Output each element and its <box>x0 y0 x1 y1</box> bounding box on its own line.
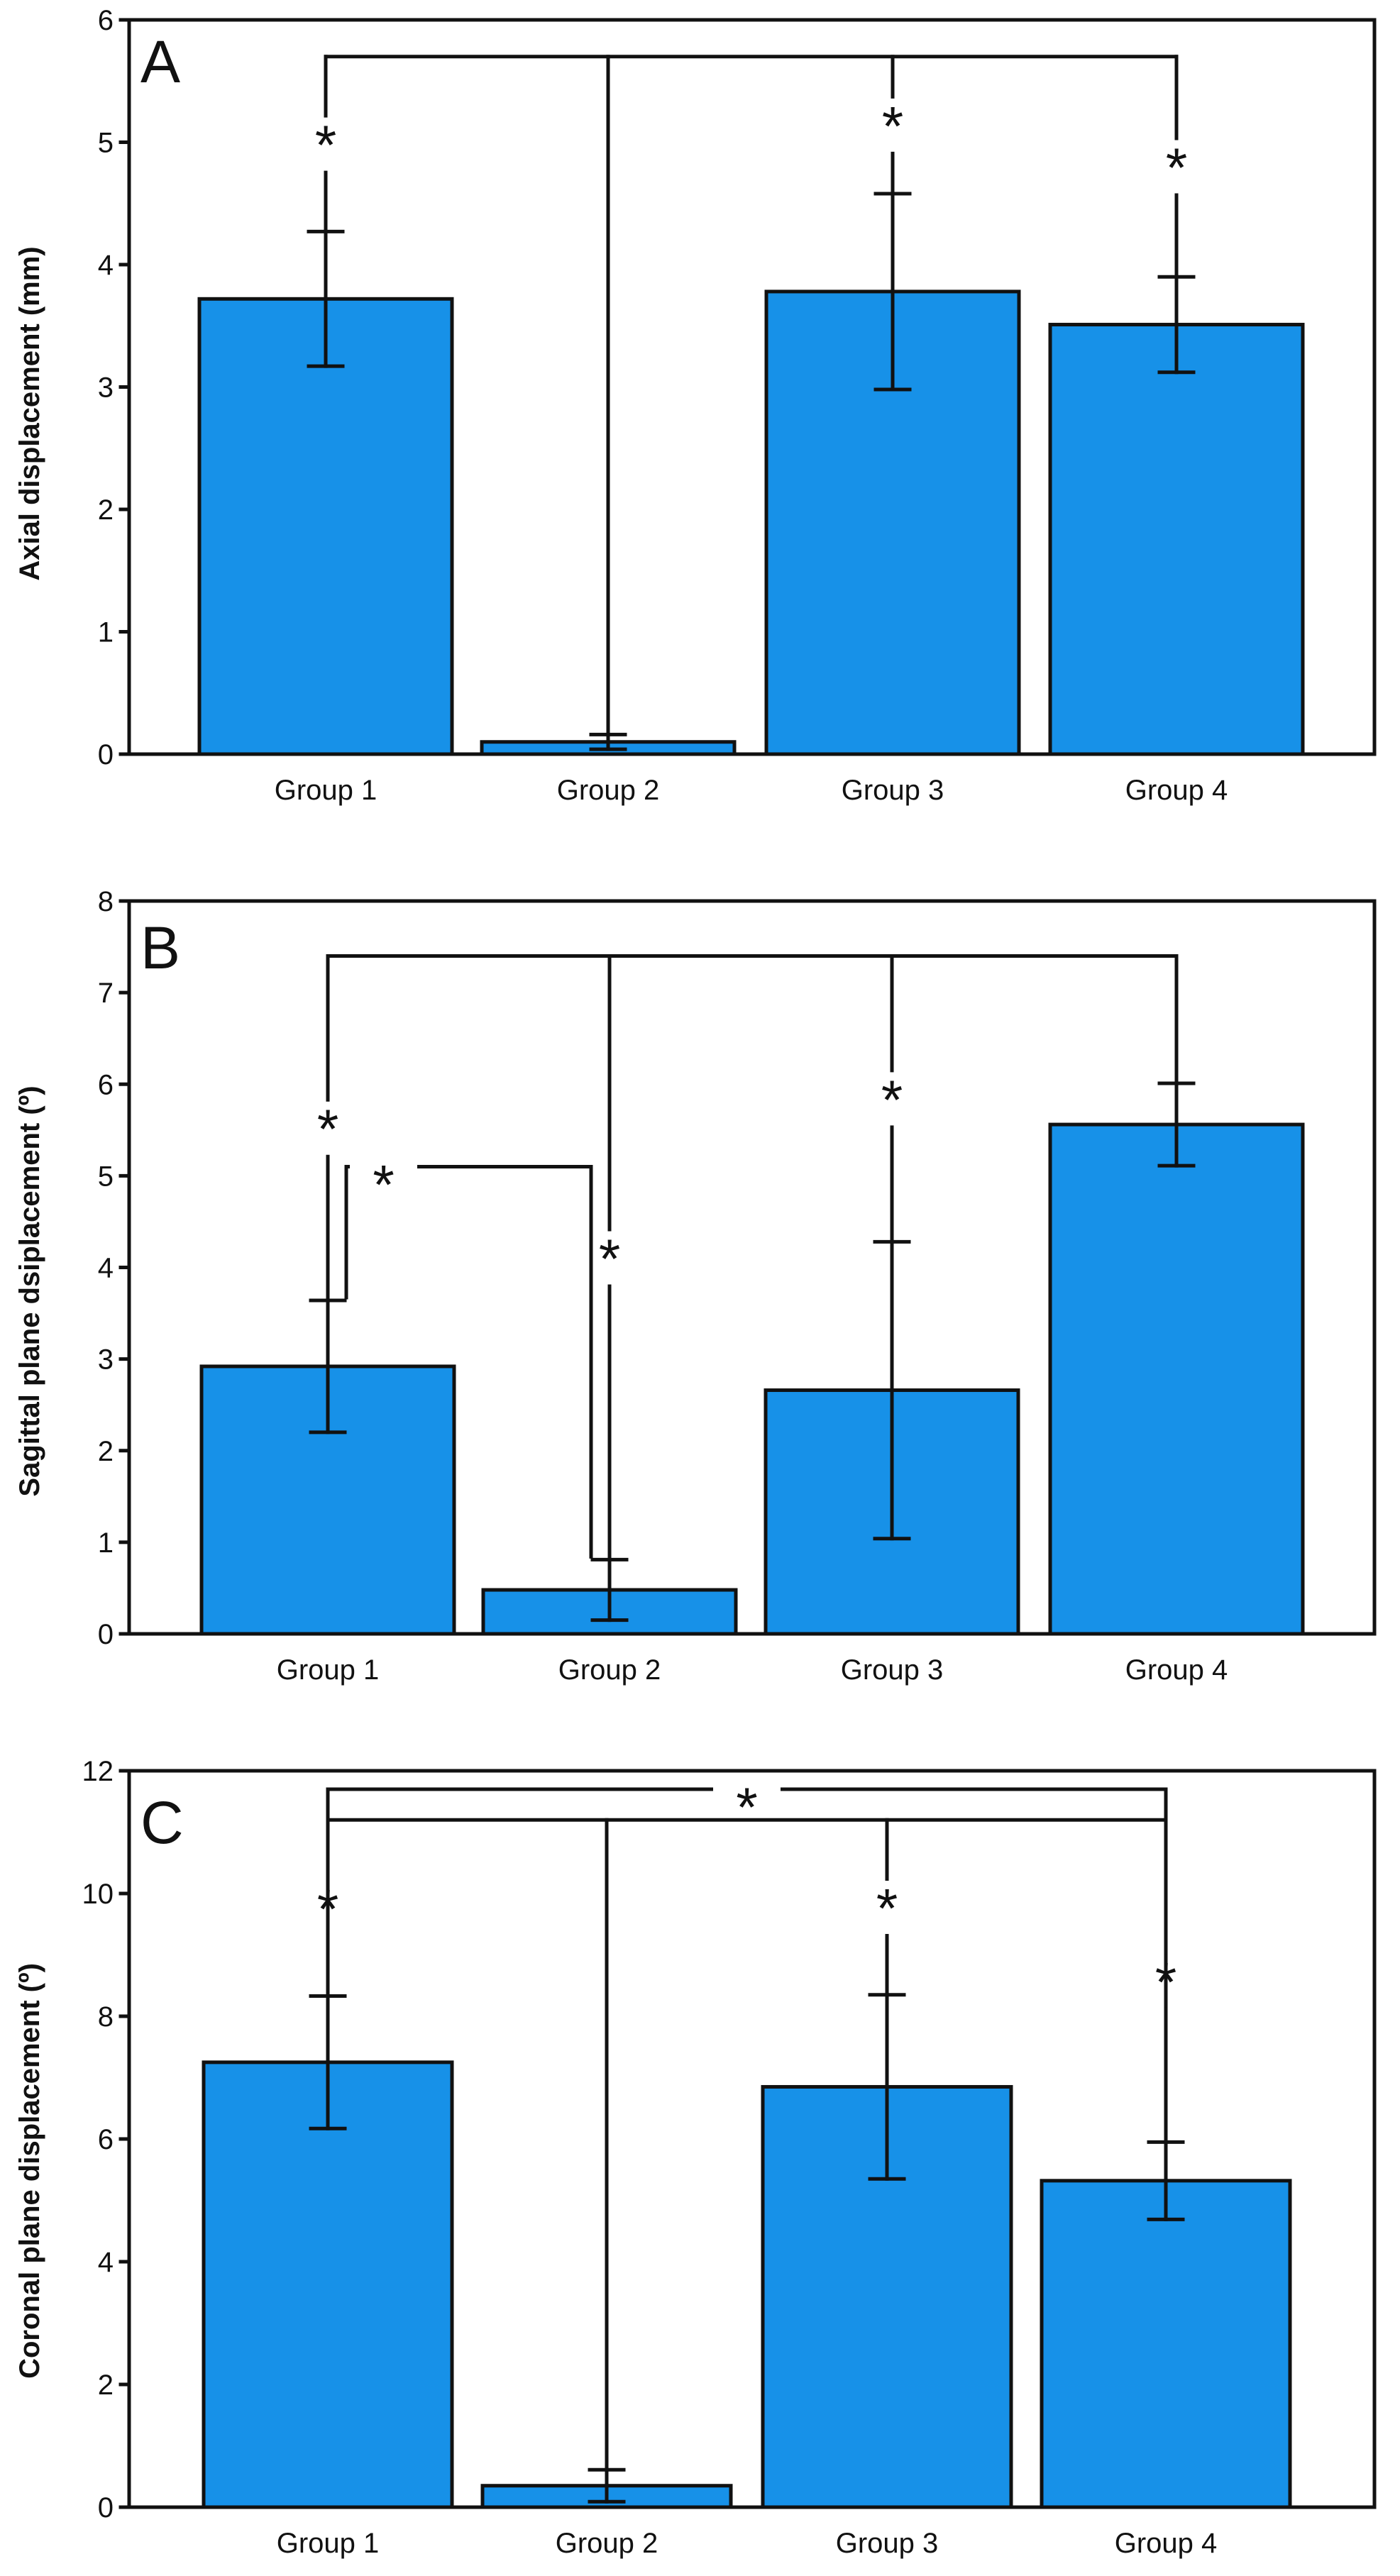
x-tick-label: Group 3 <box>842 775 944 806</box>
x-tick-label: Group 2 <box>556 2528 658 2559</box>
y-tick-label: 3 <box>98 372 114 404</box>
y-tick-label: 4 <box>98 1253 114 1284</box>
panel-b: B Sagittal plane dsiplacement (º) 0 1 2 3 4 5… <box>14 886 1377 1686</box>
y-tick-label: 7 <box>98 978 114 1009</box>
y-tick-label: 0 <box>98 2492 114 2524</box>
y-tick-label: 2 <box>98 1436 114 1467</box>
sig-star: * <box>882 94 903 157</box>
sig-star: * <box>1166 136 1187 199</box>
y-tick-label: 6 <box>98 1069 114 1100</box>
y-tick-label: 3 <box>98 1344 114 1376</box>
y-tick-label: 5 <box>98 128 114 159</box>
panel-label: B <box>140 914 180 981</box>
bar-1 <box>202 2060 454 2509</box>
bar-4 <box>1048 323 1305 756</box>
x-tick-label: Group 4 <box>1115 2528 1218 2559</box>
y-tick-label: 2 <box>98 2370 114 2401</box>
x-tick-label: Group 4 <box>1125 1654 1228 1686</box>
y-axis-label: Coronal plane displacement (º) <box>14 1963 45 2379</box>
y-tick-label: 10 <box>82 1879 114 1910</box>
y-tick-label: 6 <box>98 2124 114 2155</box>
x-tick-label: Group 2 <box>557 775 660 806</box>
sig-star: * <box>881 1068 903 1131</box>
panel-label: C <box>140 1789 184 1856</box>
bar-4 <box>1040 2179 1292 2509</box>
y-axis-label: Axial displacement (mm) <box>14 246 45 580</box>
x-tick-label: Group 3 <box>836 2528 939 2559</box>
y-tick-label: 8 <box>98 886 114 917</box>
panel-label: A <box>140 28 180 95</box>
y-tick-label: 5 <box>98 1161 114 1192</box>
x-tick-label: Group 1 <box>275 775 377 806</box>
sig-star: * <box>599 1227 620 1290</box>
y-tick-label: 0 <box>98 739 114 770</box>
bar-4 <box>1048 1122 1305 1636</box>
y-tick-label: 8 <box>98 2001 114 2033</box>
panel-a: A Axial displacement (mm) 0 1 2 3 4 5 6 Group 1… <box>14 5 1377 806</box>
panel-c: C Coronal plane displacement (º) 0 2 4 6 8 10… <box>14 1756 1377 2559</box>
y-tick-label: 0 <box>98 1619 114 1650</box>
bar-1 <box>197 297 454 756</box>
x-tick-label: Group 3 <box>841 1654 944 1686</box>
x-tick-label: Group 1 <box>277 2528 380 2559</box>
x-tick-label: Group 4 <box>1125 775 1228 806</box>
y-tick-label: 1 <box>98 1527 114 1559</box>
sig-star: * <box>876 1876 898 1939</box>
y-axis-label: Sagittal plane dsiplacement (º) <box>14 1085 45 1496</box>
y-tick-label: 2 <box>98 494 114 526</box>
y-tick-label: 6 <box>98 5 114 36</box>
y-tick-label: 12 <box>82 1756 114 1787</box>
sig-star: * <box>317 1877 338 1940</box>
x-tick-label: Group 1 <box>277 1654 380 1686</box>
y-tick-label: 4 <box>98 250 114 281</box>
sig-star: * <box>736 1776 757 1838</box>
y-tick-label: 1 <box>98 617 114 648</box>
sig-star: * <box>1155 1950 1176 2013</box>
sig-star: * <box>317 1098 338 1160</box>
sig-star: * <box>315 114 336 176</box>
sig-star: * <box>373 1153 394 1215</box>
x-tick-label: Group 2 <box>558 1654 661 1686</box>
y-tick-label: 4 <box>98 2247 114 2278</box>
